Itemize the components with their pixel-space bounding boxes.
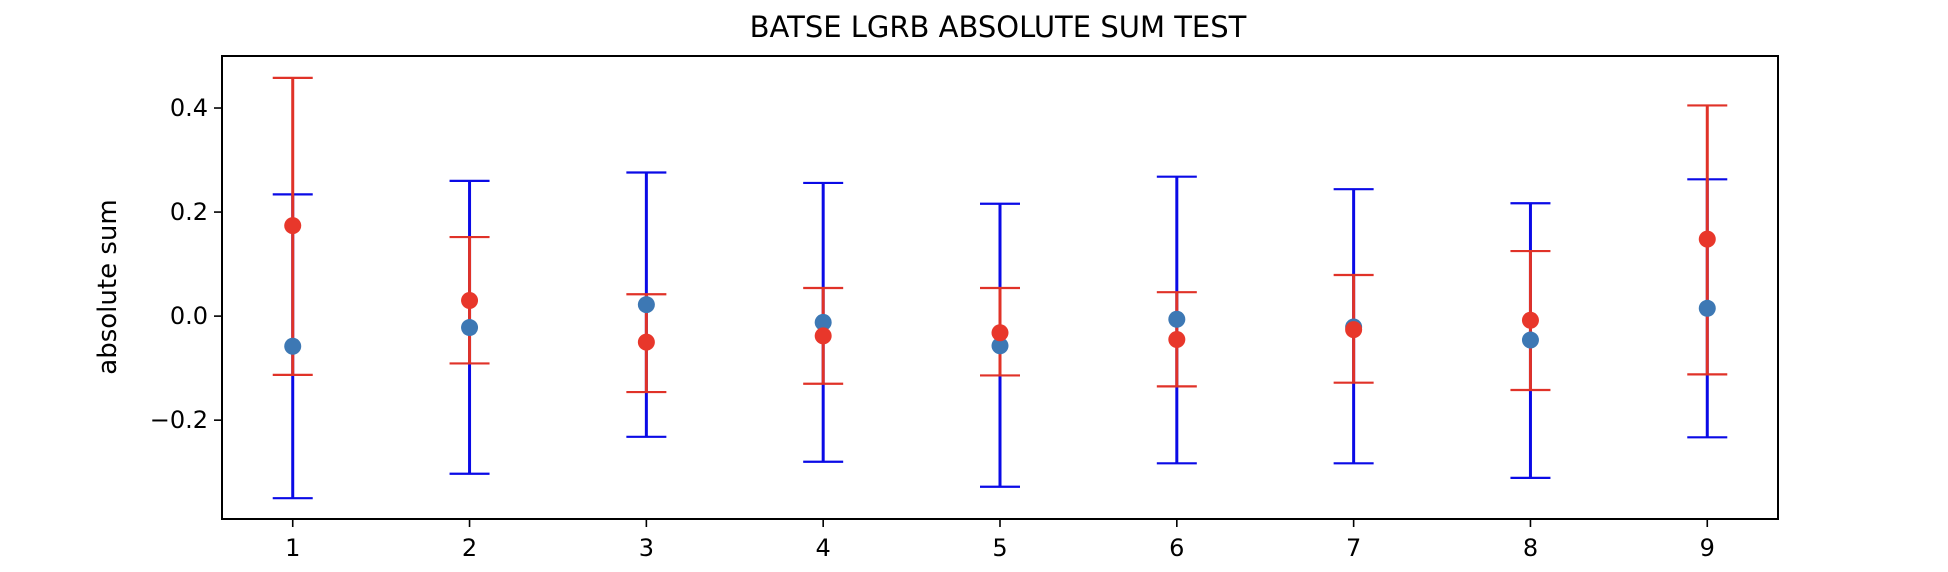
series-2-points xyxy=(284,217,1716,351)
x-tick-label: 3 xyxy=(639,534,654,562)
data-point xyxy=(461,319,479,337)
plot-area xyxy=(272,76,1728,500)
data-point xyxy=(991,324,1009,342)
x-axis: 1 2 3 4 5 6 7 8 9 xyxy=(285,519,1715,562)
data-point xyxy=(637,296,655,314)
x-tick-label: 7 xyxy=(1346,534,1361,562)
data-point xyxy=(1521,311,1539,329)
data-point xyxy=(1698,230,1716,248)
plot-frame xyxy=(221,55,1779,520)
y-axis-label: absolute sum xyxy=(93,199,123,374)
x-tick-label: 5 xyxy=(992,534,1007,562)
x-tick-label: 1 xyxy=(285,534,300,562)
data-point xyxy=(637,333,655,351)
x-tick-label: 4 xyxy=(816,534,831,562)
y-tick-label: 0.0 xyxy=(170,302,208,330)
data-point xyxy=(814,313,832,331)
data-point xyxy=(1698,299,1716,317)
x-tick-label: 2 xyxy=(462,534,477,562)
data-point xyxy=(284,217,302,235)
data-point xyxy=(1345,321,1363,339)
data-point xyxy=(1168,331,1186,349)
x-tick-label: 6 xyxy=(1169,534,1184,562)
data-point xyxy=(991,337,1009,355)
data-point xyxy=(1168,310,1186,328)
y-axis: −0.2 0.0 0.2 0.4 xyxy=(150,94,222,434)
y-tick-label: 0.4 xyxy=(170,94,208,122)
data-point xyxy=(814,327,832,345)
y-tick-label: −0.2 xyxy=(150,406,208,434)
x-tick-label: 9 xyxy=(1700,534,1715,562)
series-2 xyxy=(272,76,1728,394)
chart-title: BATSE LGRB ABSOLUTE SUM TEST xyxy=(750,10,1247,44)
data-point xyxy=(1521,331,1539,349)
data-point xyxy=(461,292,479,310)
x-tick-label: 8 xyxy=(1523,534,1538,562)
y-tick-label: 0.2 xyxy=(170,198,208,226)
data-point xyxy=(284,337,302,355)
